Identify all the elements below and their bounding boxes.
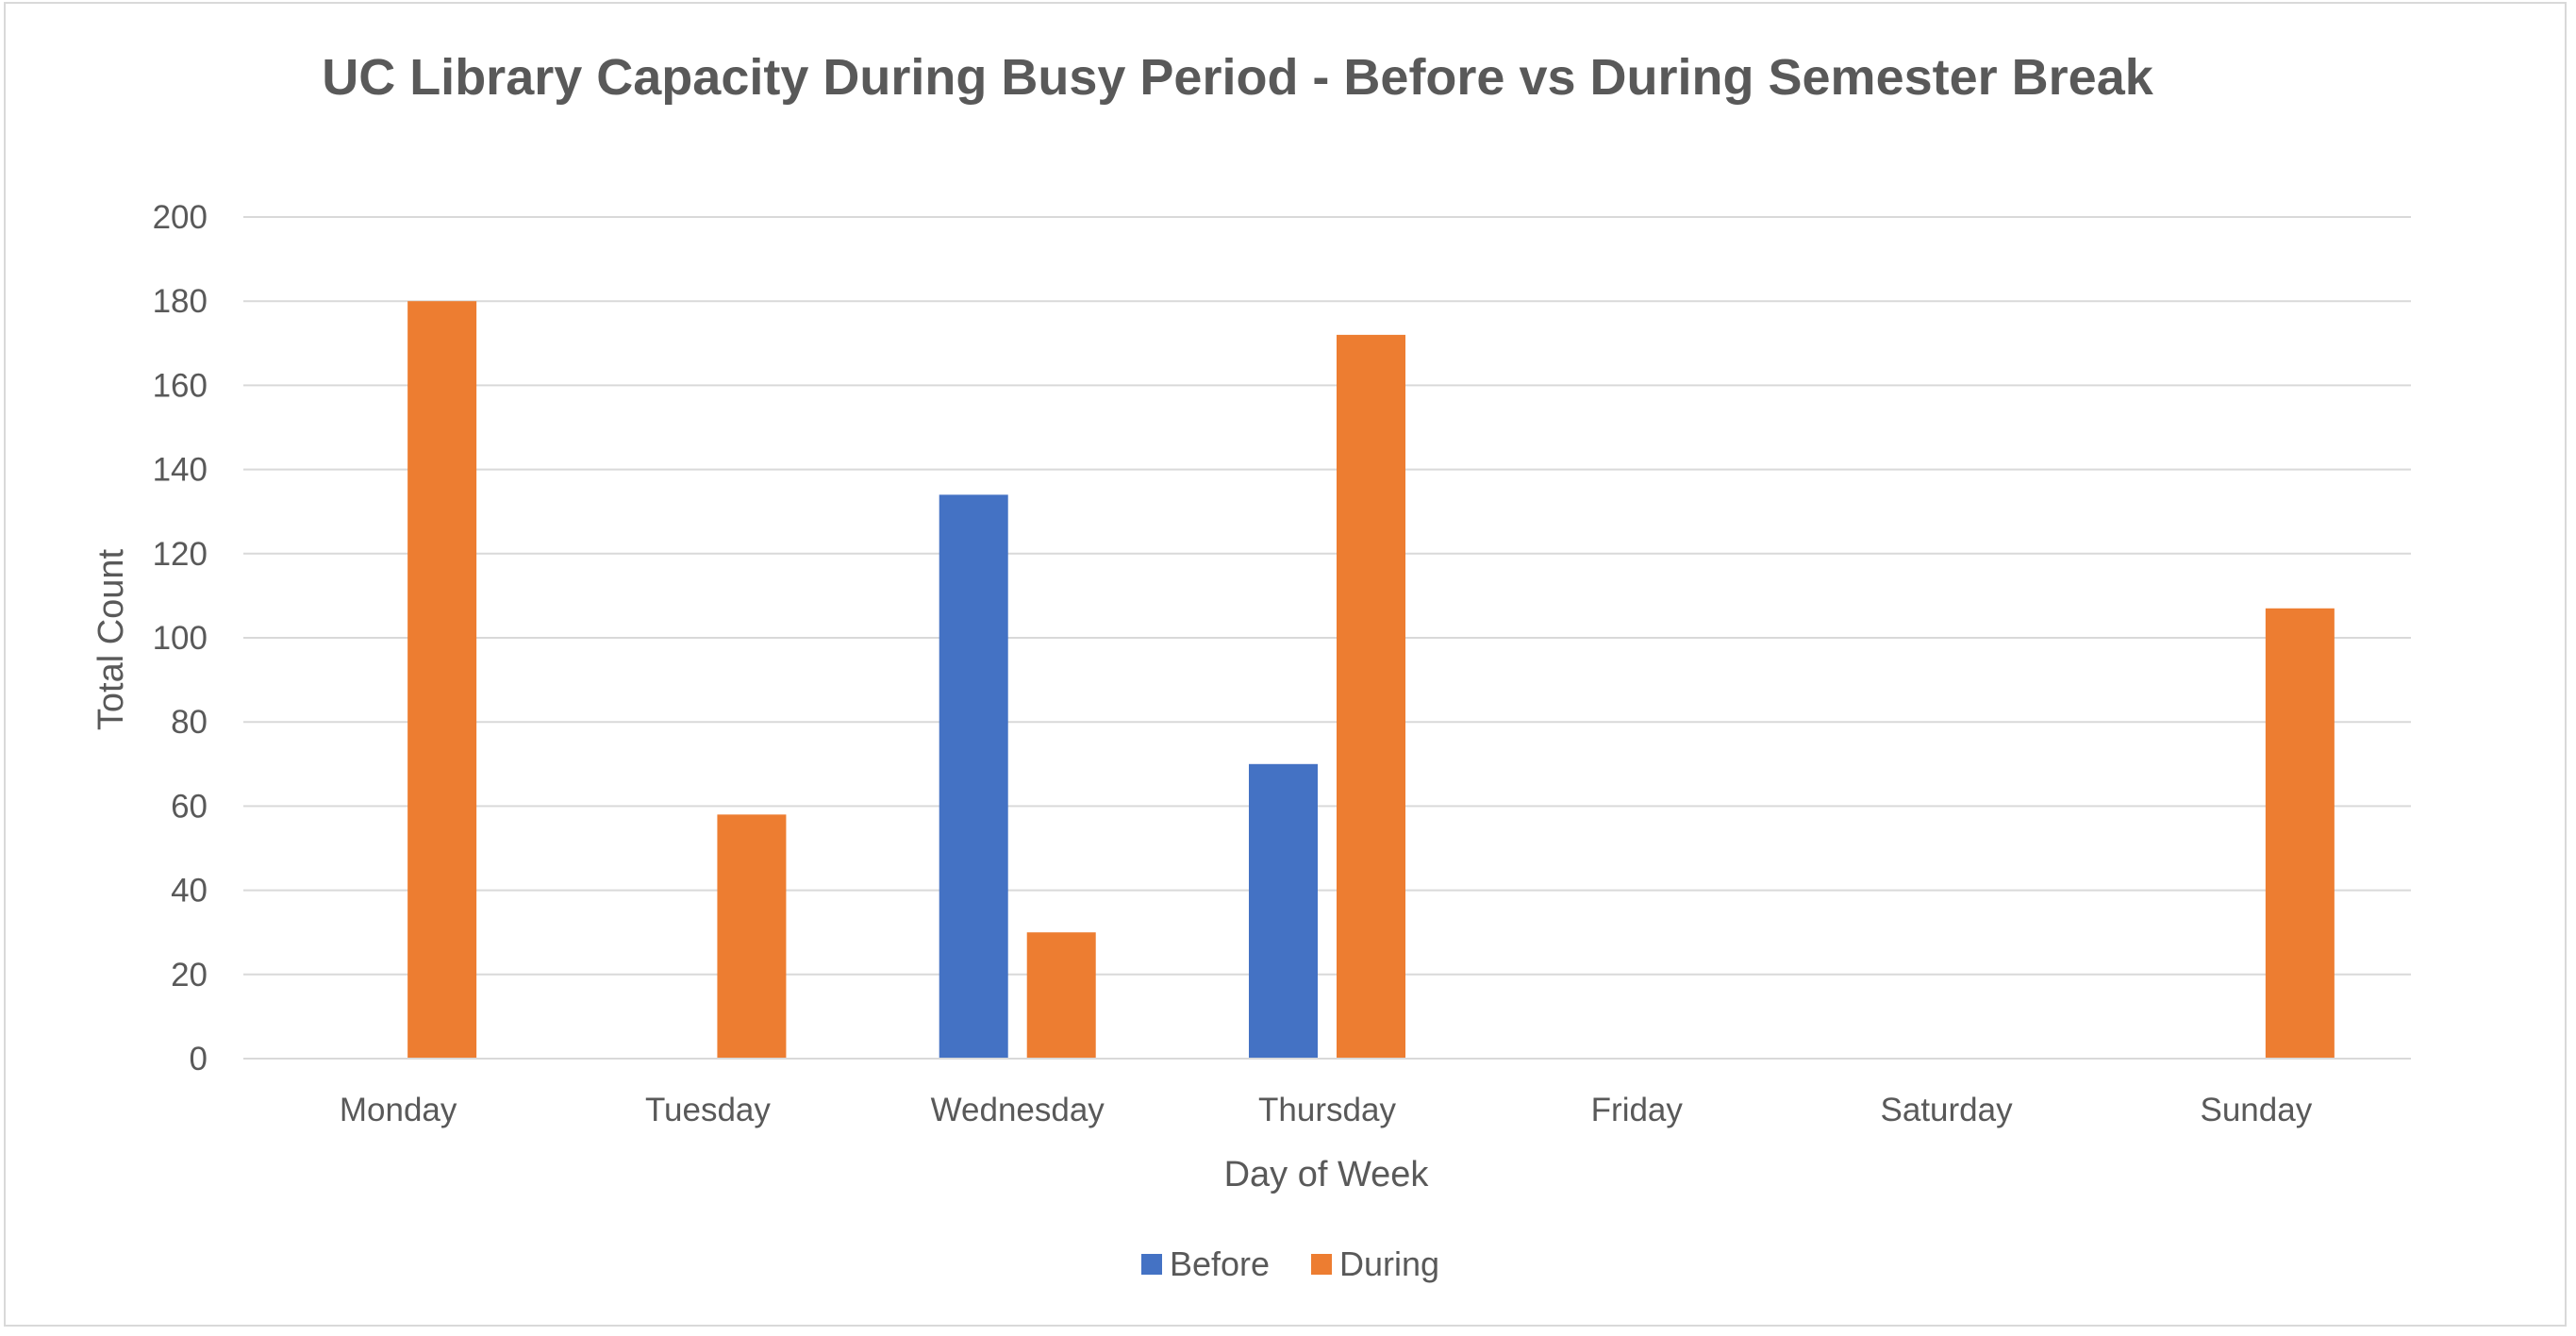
x-tick-label: Monday (340, 1092, 457, 1128)
legend: Before During (1141, 1244, 1439, 1283)
chart-title: UC Library Capacity During Busy Period -… (322, 49, 2154, 106)
x-tick-label: Saturday (1881, 1092, 2014, 1128)
legend-label-before: Before (1170, 1244, 1270, 1283)
y-tick-label: 0 (190, 1041, 208, 1077)
y-tick-label: 20 (171, 957, 208, 994)
bar-before-wednesday (939, 494, 1008, 1059)
bar-during-thursday (1337, 334, 1405, 1059)
y-axis-title: Total Count (91, 548, 131, 730)
y-tick-label: 140 (153, 452, 208, 489)
y-tick-label: 60 (171, 788, 208, 825)
bar-during-sunday (2265, 608, 2335, 1059)
x-axis-title: Day of Week (1224, 1155, 1430, 1194)
legend-swatch-before (1141, 1254, 1162, 1275)
y-tick-label: 80 (171, 704, 208, 741)
x-tick-label: Sunday (2200, 1092, 2312, 1128)
y-tick-label: 200 (153, 199, 208, 236)
x-tick-label: Wednesday (931, 1092, 1105, 1128)
gridlines (243, 216, 2411, 976)
x-axis-tick-labels: Monday Tuesday Wednesday Thursday Friday Satu… (340, 1092, 2313, 1128)
bar-during-tuesday (717, 814, 787, 1059)
bar-before-thursday (1249, 763, 1318, 1059)
y-tick-label: 160 (153, 367, 208, 404)
bars (407, 301, 2335, 1059)
legend-swatch-during (1311, 1254, 1332, 1275)
legend-label-during: During (1339, 1244, 1439, 1283)
bar-during-monday (407, 301, 477, 1059)
y-tick-label: 180 (153, 283, 208, 320)
bar-during-wednesday (1026, 932, 1096, 1059)
x-tick-label: Friday (1591, 1092, 1684, 1128)
x-tick-label: Thursday (1258, 1092, 1396, 1128)
y-tick-label: 40 (171, 873, 208, 910)
x-tick-label: Tuesday (645, 1092, 771, 1128)
y-tick-label: 120 (153, 536, 208, 573)
y-axis-tick-labels: 0 20 40 60 80 100 120 140 160 180 200 (153, 199, 208, 1077)
y-tick-label: 100 (153, 620, 208, 657)
